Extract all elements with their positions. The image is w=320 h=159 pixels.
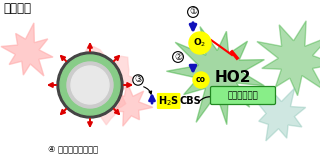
Circle shape xyxy=(67,62,113,108)
Polygon shape xyxy=(257,88,306,141)
Polygon shape xyxy=(166,27,264,125)
Polygon shape xyxy=(1,23,53,76)
Circle shape xyxy=(189,32,211,54)
Circle shape xyxy=(57,52,123,118)
Text: co: co xyxy=(196,76,206,84)
Polygon shape xyxy=(60,47,136,125)
Circle shape xyxy=(60,55,120,115)
FancyBboxPatch shape xyxy=(211,86,276,104)
Text: O$_2$: O$_2$ xyxy=(193,37,207,49)
Text: 低酸素時: 低酸素時 xyxy=(3,3,31,15)
FancyArrowPatch shape xyxy=(200,97,210,101)
Polygon shape xyxy=(111,83,153,126)
Text: ①: ① xyxy=(189,7,197,17)
Circle shape xyxy=(193,72,209,88)
Text: ②: ② xyxy=(174,52,182,62)
Text: CBS: CBS xyxy=(180,96,202,106)
Polygon shape xyxy=(257,21,320,96)
FancyArrowPatch shape xyxy=(144,87,152,94)
Text: HO2: HO2 xyxy=(215,70,252,86)
Text: ③: ③ xyxy=(134,76,142,84)
Text: ④ 速やかな血管拡張: ④ 速やかな血管拡張 xyxy=(48,145,98,153)
Circle shape xyxy=(71,66,109,104)
Text: H$_2$S: H$_2$S xyxy=(158,94,179,108)
Text: 酸素センサー: 酸素センサー xyxy=(228,91,258,100)
